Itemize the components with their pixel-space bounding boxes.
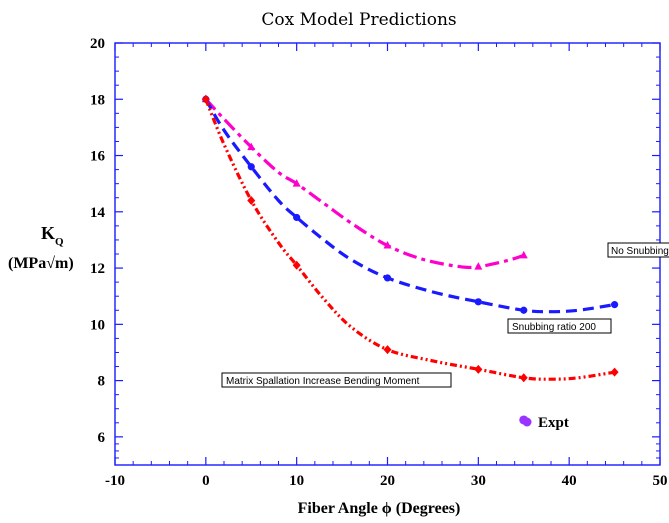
data-point-snubbing-ratio-200 xyxy=(520,306,528,314)
series-line-no-snubbing xyxy=(204,98,525,270)
data-point-no-snubbing xyxy=(247,142,256,151)
plot-area xyxy=(114,42,661,466)
y-tick-label: 20 xyxy=(90,36,105,52)
x-tick-label: 20 xyxy=(380,473,395,489)
data-point-matrix-spallation-increase-bending-moment xyxy=(292,260,301,270)
x-tick-label: 50 xyxy=(653,473,668,489)
chart-title: Cox Model Predictions xyxy=(261,10,456,30)
data-point-no-snubbing xyxy=(519,250,528,259)
y-tick-label: 16 xyxy=(90,149,106,165)
data-point-matrix-spallation-increase-bending-moment xyxy=(201,94,210,104)
annotation-snubbing-ratio-text: Snubbing ratio 200 xyxy=(512,322,596,333)
legend: Expt xyxy=(522,415,569,431)
data-point-no-snubbing xyxy=(292,179,301,187)
annotation-matrix-spallation-text: Matrix Spallation Increase Bending Momen… xyxy=(226,376,420,387)
data-point-snubbing-ratio-200 xyxy=(293,213,301,222)
data-point-no-snubbing xyxy=(383,241,392,249)
axis-ticks: -10 0 10 20 30 40 50 6 8 10 12 14 16 18 20 xyxy=(90,36,668,489)
x-tick-label: -10 xyxy=(105,473,125,489)
y-tick-label: 18 xyxy=(90,92,105,108)
x-tick-label: 10 xyxy=(289,473,304,489)
data-point-no-snubbing xyxy=(474,262,483,270)
y-tick-label: 12 xyxy=(90,261,105,277)
data-point-matrix-spallation-increase-bending-moment xyxy=(474,364,483,374)
y-axis-label: K Q (MPa√m) xyxy=(8,223,74,272)
legend-expt-label: Expt xyxy=(538,415,569,431)
data-point-snubbing-ratio-200 xyxy=(383,274,392,282)
x-tick-label: 0 xyxy=(202,473,210,489)
data-point-snubbing-ratio-200 xyxy=(610,301,619,309)
y-tick-label: 8 xyxy=(98,374,106,390)
data-point-snubbing-ratio-200 xyxy=(474,298,482,306)
data-point-snubbing-ratio-200 xyxy=(247,163,255,171)
data-point-matrix-spallation-increase-bending-moment xyxy=(383,345,392,355)
legend-expt-marker xyxy=(522,417,532,427)
data-point-matrix-spallation-increase-bending-moment xyxy=(519,373,528,383)
annotation-no-snubbing-text: No Snubbing xyxy=(611,246,669,257)
y-axis-label-subscript: Q xyxy=(55,236,64,248)
annotation-snubbing-ratio: Snubbing ratio 200 xyxy=(507,318,612,334)
series-line-snubbing-ratio-200 xyxy=(204,98,615,314)
y-axis-label-symbol: K xyxy=(41,223,55,243)
series-line-matrix-spallation-increase-bending-moment xyxy=(204,98,615,381)
annotation-no-snubbing: No Snubbing xyxy=(607,242,669,258)
x-tick-label: 30 xyxy=(471,473,486,489)
series-layer xyxy=(204,98,615,381)
data-point-matrix-spallation-increase-bending-moment xyxy=(610,367,619,377)
y-axis-label-units: (MPa√m) xyxy=(8,255,74,272)
y-tick-label: 14 xyxy=(90,205,106,221)
x-axis-label: Fiber Angle ϕ (Degrees) xyxy=(298,500,461,517)
annotation-matrix-spallation: Matrix Spallation Increase Bending Momen… xyxy=(221,372,452,388)
marker-layer xyxy=(201,94,619,425)
x-tick-label: 40 xyxy=(562,473,577,489)
y-tick-label: 6 xyxy=(98,430,106,446)
data-point-matrix-spallation-increase-bending-moment xyxy=(247,196,256,206)
y-tick-label: 10 xyxy=(90,317,105,333)
